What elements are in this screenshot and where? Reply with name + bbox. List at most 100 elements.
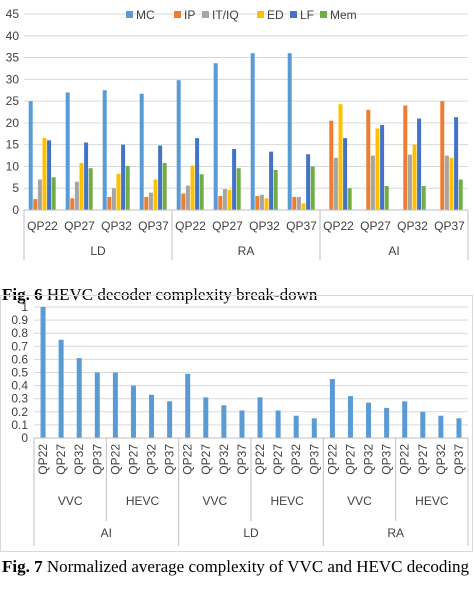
x-tick-label: QP32 [397, 219, 428, 233]
bar-mem [162, 162, 167, 210]
x-tick-label: QP27 [199, 444, 213, 475]
bar-ed [42, 138, 47, 210]
x-tick-label: QP37 [138, 219, 169, 233]
y-tick-label: 0.8 [11, 326, 28, 340]
bar-itiq [370, 155, 375, 210]
bar-mem [347, 188, 352, 210]
bar [420, 411, 426, 438]
bar-lf [380, 125, 385, 210]
bar-ip [144, 196, 149, 210]
x-tick-label: QP32 [289, 444, 303, 475]
figure7-caption: Fig. 7 Normalized average complexity of … [2, 557, 472, 577]
bar-ip [366, 109, 371, 210]
y-tick-label: 0.4 [11, 379, 28, 393]
bar [185, 373, 191, 438]
bar-itiq [296, 196, 301, 210]
group-label: AI [388, 244, 399, 258]
y-tick-label: 0.2 [11, 405, 28, 419]
bar-itiq [259, 194, 264, 210]
bar-itiq [74, 181, 79, 210]
bar-ed [153, 179, 158, 210]
group-label: LD [90, 244, 106, 258]
x-tick-label: QP27 [212, 219, 243, 233]
y-tick-label: 35 [6, 51, 20, 65]
legend-swatch [257, 11, 264, 18]
bar-mem [310, 166, 315, 210]
bar-ed [375, 128, 380, 210]
bar-lf [417, 118, 422, 210]
y-tick-label: 1 [21, 300, 28, 314]
x-tick-label: QP22 [108, 444, 122, 475]
bar-mc [287, 53, 292, 211]
bar-mem [88, 168, 93, 210]
bar-itiq [37, 179, 42, 210]
codec-label: HEVC [126, 494, 160, 508]
x-tick-label: QP22 [181, 444, 195, 475]
x-tick-label: QP22 [175, 219, 206, 233]
bar-itiq [185, 185, 190, 210]
plot-area [24, 14, 468, 210]
legend-label: IP [184, 8, 195, 22]
config-label: LD [243, 526, 259, 540]
bar-mem [199, 174, 204, 210]
x-tick-label: QP27 [64, 219, 95, 233]
bar-lf [47, 140, 52, 210]
bar-itiq [407, 154, 412, 210]
x-tick-label: QP22 [323, 219, 354, 233]
legend-label: IT/IQ [212, 8, 239, 22]
figure6-label: Fig. 6 [2, 285, 43, 304]
bar-ip [181, 193, 186, 210]
config-label: RA [387, 526, 404, 540]
bar [311, 418, 317, 438]
bar-lf [454, 117, 459, 210]
bar-lf [158, 145, 163, 210]
bar-mc [28, 101, 33, 210]
legend-swatch [174, 11, 181, 18]
y-tick-label: 0.9 [11, 313, 28, 327]
bar-lf [343, 138, 348, 210]
bar [384, 407, 390, 438]
bar-itiq [111, 188, 116, 210]
legend-label: MC [136, 8, 155, 22]
bar [347, 396, 353, 438]
legend-label: Mem [330, 8, 357, 22]
x-tick-label: QP32 [249, 219, 280, 233]
x-tick-label: QP32 [217, 444, 231, 475]
bar-lf [195, 138, 200, 210]
x-tick-label: QP32 [362, 444, 376, 475]
bar [112, 372, 118, 438]
bar [366, 402, 372, 438]
bar [329, 379, 335, 438]
x-tick-label: QP37 [235, 444, 249, 475]
bar-itiq [333, 157, 338, 210]
x-tick-label: QP22 [398, 444, 412, 475]
bar-ip [107, 196, 112, 210]
x-tick-label: QP37 [380, 444, 394, 475]
y-tick-label: 0.1 [11, 418, 28, 432]
y-tick-label: 40 [6, 29, 20, 43]
x-tick-label: QP37 [286, 219, 317, 233]
bar-mem [421, 186, 426, 210]
bar [203, 397, 209, 438]
x-tick-label: QP37 [434, 219, 465, 233]
bar-itiq [444, 155, 449, 210]
complexity-breakdown-chart: 0 5 10 15 20 25 30 35 40 45 QP22 QP27 QP32 QP37 QP22 QP… [0, 0, 474, 285]
bar-ed [338, 104, 343, 210]
bar [239, 410, 245, 438]
bar-lf [84, 142, 89, 210]
y-tick-label: 10 [6, 159, 20, 173]
legend-swatch [202, 11, 209, 18]
config-label: AI [101, 526, 112, 540]
bar-mc [65, 92, 70, 210]
x-tick-label: QP32 [101, 219, 132, 233]
x-tick-label: QP32 [434, 444, 448, 475]
x-tick-label: QP22 [36, 444, 50, 475]
bar [456, 418, 462, 438]
bar-ip [403, 105, 408, 210]
bar-lf [269, 151, 274, 210]
chart-border [0, 295, 473, 552]
y-tick-label: 0.7 [11, 339, 28, 353]
bar-ed [301, 203, 306, 210]
bar-ip [70, 198, 75, 210]
bar-mem [125, 166, 130, 210]
